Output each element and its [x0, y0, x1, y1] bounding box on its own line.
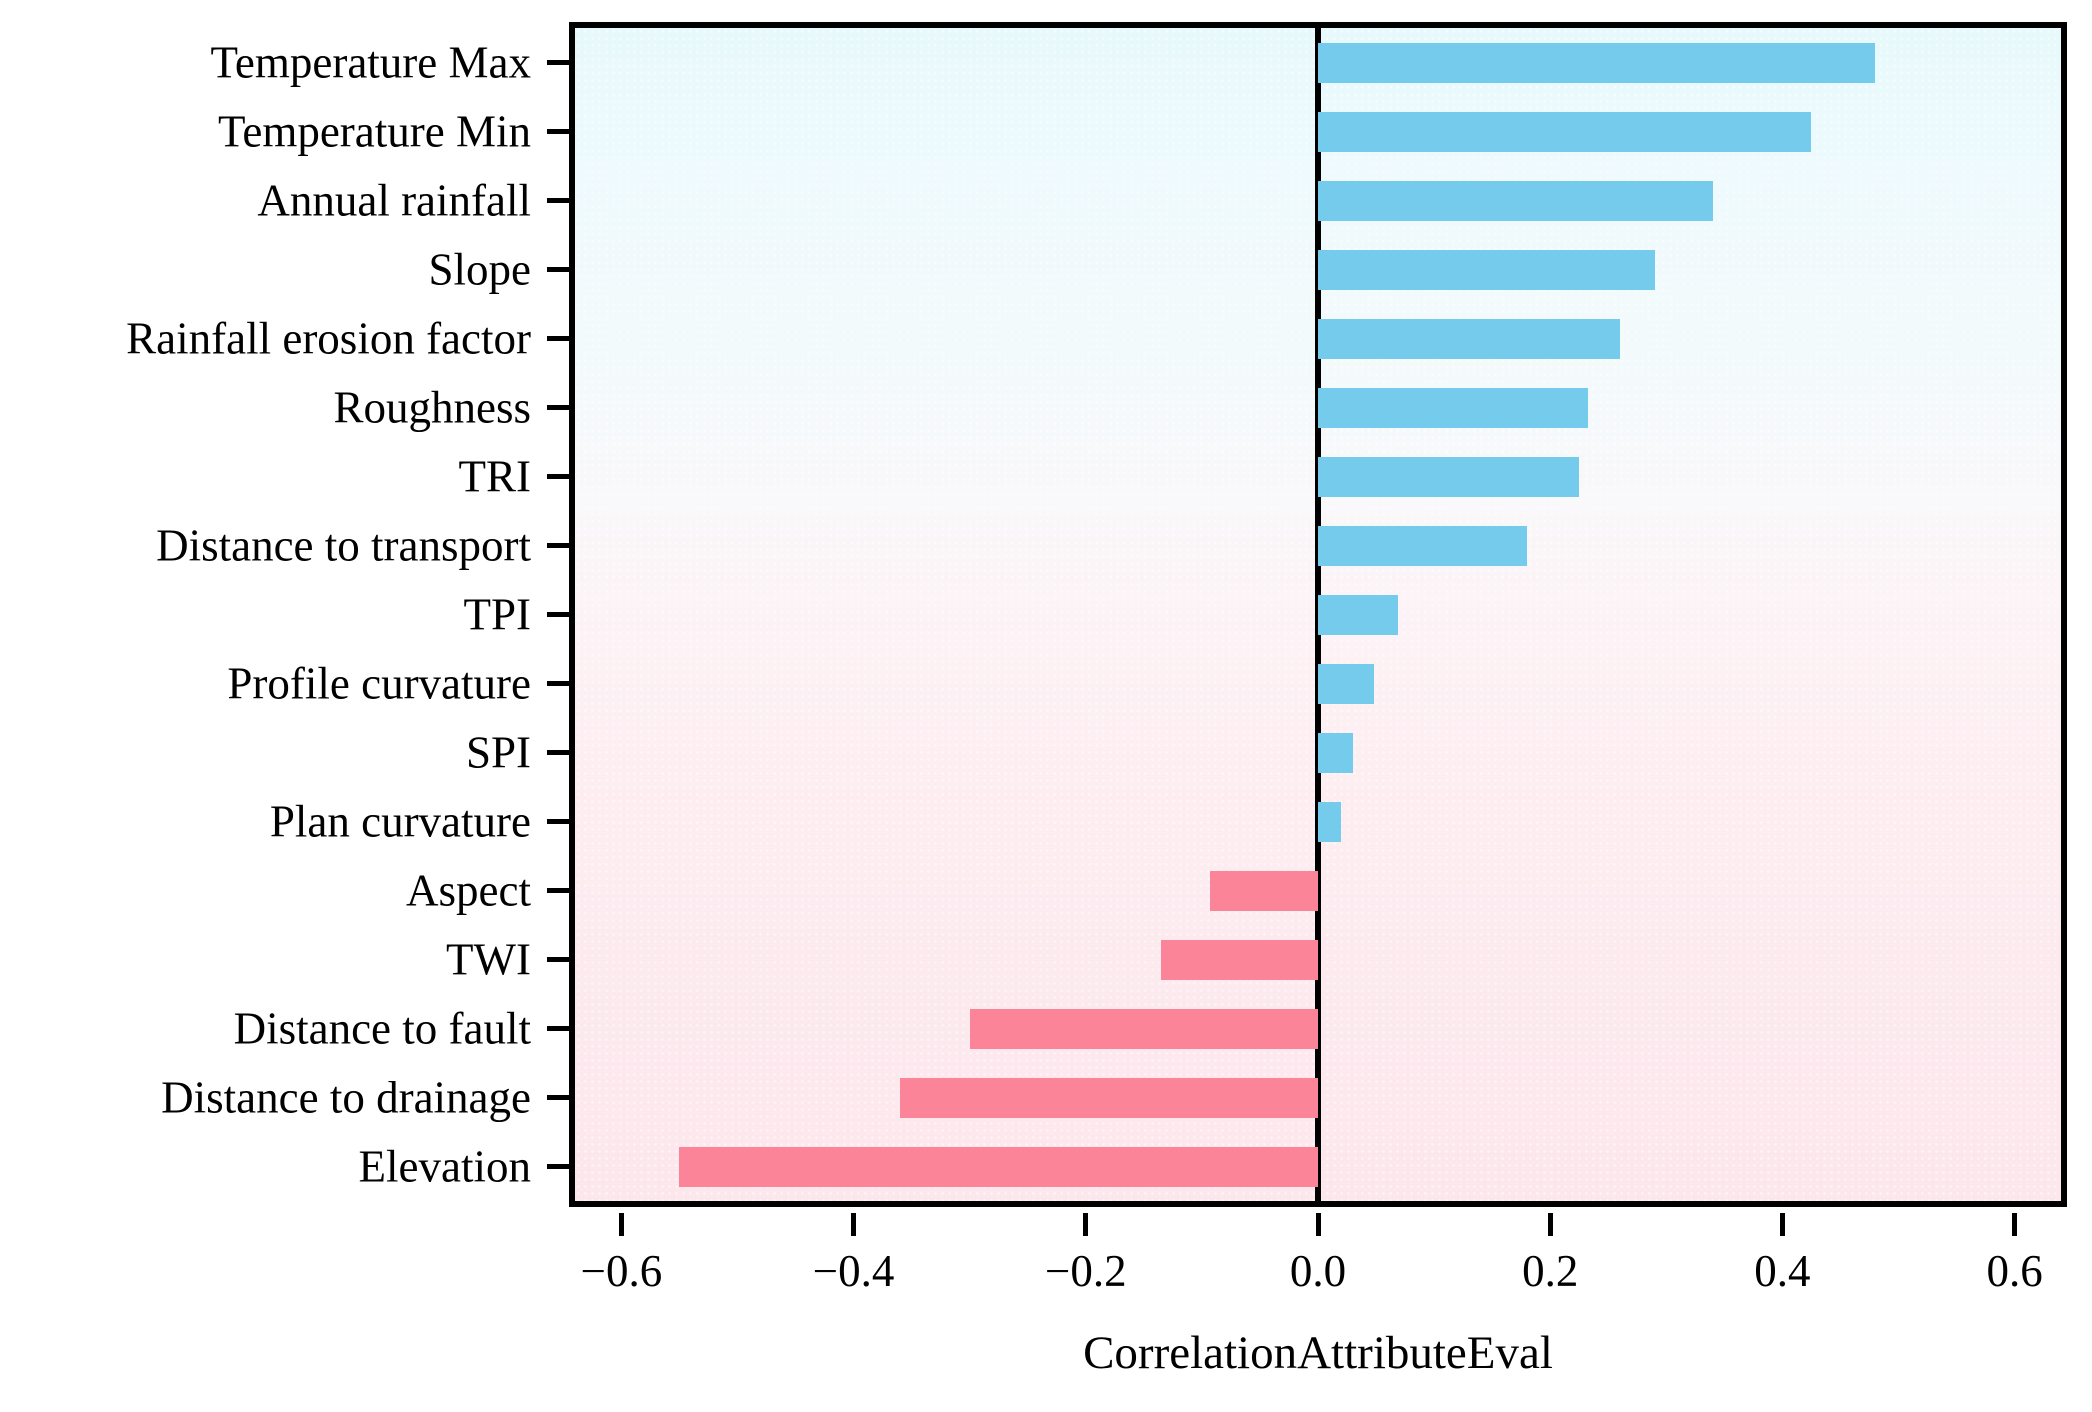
y-tick-mark — [547, 129, 569, 134]
bar-distance-to-transport — [1318, 525, 1527, 566]
x-tick-mark — [851, 1213, 857, 1236]
y-tick-mark — [547, 819, 569, 824]
y-axis-label: TRI — [458, 451, 532, 501]
y-axis-label: Distance to fault — [233, 1003, 531, 1053]
y-tick-mark — [547, 888, 569, 893]
bar-annual-rainfall — [1318, 180, 1713, 221]
bar-twi — [1161, 939, 1318, 980]
y-tick-mark — [547, 60, 569, 65]
y-tick-mark — [547, 198, 569, 203]
y-tick-mark — [547, 405, 569, 410]
x-axis: −0.6 −0.4 −0.2 0.0 0.2 0.4 0.6 — [575, 1213, 2061, 1333]
y-axis-label: Aspect — [406, 865, 531, 915]
x-tick-mark — [1315, 1213, 1321, 1236]
x-tick-label: 0.6 — [1986, 1246, 2043, 1296]
y-axis-label: Temperature Max — [210, 37, 531, 87]
bar-spi — [1318, 732, 1353, 773]
bar-tpi — [1318, 594, 1399, 635]
bar-temperature-max — [1318, 42, 1876, 83]
y-axis-label: Distance to drainage — [161, 1072, 531, 1122]
bar-profile-curvature — [1318, 663, 1374, 704]
bar-rainfall-erosion-factor — [1318, 318, 1620, 359]
y-axis-label: SPI — [465, 727, 531, 777]
y-axis-label: Slope — [428, 244, 531, 294]
x-tick-mark — [2012, 1213, 2018, 1236]
y-axis-label: Elevation — [358, 1141, 531, 1191]
y-tick-mark — [547, 1026, 569, 1031]
x-tick-label: 0.0 — [1289, 1246, 1347, 1296]
y-axis-label: Profile curvature — [227, 658, 531, 708]
bar-slope — [1318, 249, 1655, 290]
x-tick-label: −0.6 — [580, 1246, 663, 1296]
y-axis-labels: Temperature Max Temperature Min Annual rai… — [0, 22, 531, 1207]
y-tick-mark — [547, 957, 569, 962]
y-axis-label: Temperature Min — [218, 106, 531, 156]
bar-temperature-min — [1318, 111, 1812, 152]
y-tick-mark — [547, 474, 569, 479]
y-tick-mark — [547, 1164, 569, 1169]
y-tick-mark — [547, 1095, 569, 1100]
y-axis-label: Plan curvature — [269, 796, 531, 846]
y-tick-mark — [547, 612, 569, 617]
x-axis-title: CorrelationAttributeEval — [1083, 1327, 1553, 1379]
x-tick-mark — [618, 1213, 624, 1236]
x-tick-mark — [1779, 1213, 1785, 1236]
y-axis-label: Annual rainfall — [257, 175, 531, 225]
y-tick-mark — [547, 336, 569, 341]
bar-tri — [1318, 456, 1580, 497]
x-tick-mark — [1547, 1213, 1553, 1236]
y-tick-mark — [547, 750, 569, 755]
x-tick-label: 0.2 — [1522, 1246, 1579, 1296]
y-axis-label: TWI — [446, 934, 531, 984]
x-tick-label: 0.4 — [1754, 1246, 1811, 1296]
plot-area — [547, 22, 2067, 1207]
y-tick-mark — [547, 267, 569, 272]
y-tick-mark — [547, 681, 569, 686]
bar-distance-to-drainage — [900, 1077, 1318, 1118]
x-tick-label: −0.2 — [1044, 1246, 1127, 1296]
y-tick-mark — [547, 543, 569, 548]
y-axis-label: Roughness — [333, 382, 531, 432]
bar-distance-to-fault — [969, 1008, 1318, 1049]
bar-elevation — [679, 1146, 1318, 1187]
x-tick-mark — [1083, 1213, 1089, 1236]
y-axis-label: Rainfall erosion factor — [126, 313, 531, 363]
y-axis-label: TPI — [463, 589, 532, 639]
y-axis-label: Distance to transport — [156, 520, 531, 570]
x-tick-label: −0.4 — [812, 1246, 895, 1296]
bar-roughness — [1318, 387, 1589, 428]
bar-aspect — [1210, 870, 1318, 911]
bar-plan-curvature — [1318, 801, 1342, 842]
